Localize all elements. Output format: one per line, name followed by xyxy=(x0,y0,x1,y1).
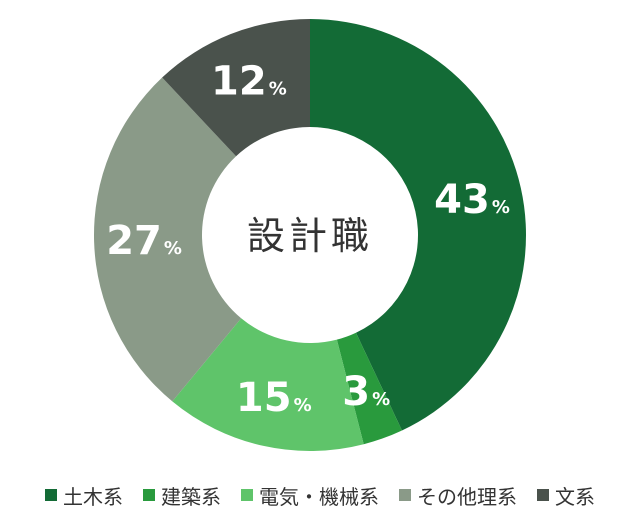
legend-swatch xyxy=(399,489,411,501)
slice-data-label: 27% xyxy=(106,218,182,264)
pie-slice xyxy=(162,19,310,157)
slice-data-label: 43% xyxy=(434,177,510,223)
legend-item: その他理系 xyxy=(399,481,517,510)
legend-item: 電気・機械系 xyxy=(241,481,379,510)
legend-label: その他理系 xyxy=(417,484,517,509)
donut-chart: 43 % 3 % 15 % 27 % 12% 設計職 xyxy=(93,19,526,451)
legend-swatch xyxy=(537,489,549,501)
pie-slice xyxy=(172,318,364,451)
legend-label: 文系 xyxy=(555,484,595,509)
legend-item: 土木系 xyxy=(45,481,123,510)
pie-slice xyxy=(93,77,242,402)
pie-slice xyxy=(310,19,526,431)
legend-label: 電気・機械系 xyxy=(259,484,379,509)
legend-swatch xyxy=(45,489,57,501)
chart-legend: 土木系 建築系 電気・機械系 その他理系 文系 xyxy=(0,480,640,510)
legend-swatch xyxy=(143,489,155,501)
legend-label: 建築系 xyxy=(161,484,221,509)
slice-data-label: 12% xyxy=(211,59,287,105)
legend-swatch xyxy=(241,489,253,501)
legend-item: 建築系 xyxy=(143,481,221,510)
slice-data-label: 15% xyxy=(236,375,312,421)
slice-data-label: 3% xyxy=(342,369,390,415)
legend-item: 文系 xyxy=(537,481,595,510)
legend-label: 土木系 xyxy=(63,484,123,509)
pie-slice xyxy=(336,332,402,445)
center-label: 設計職 xyxy=(247,214,373,258)
